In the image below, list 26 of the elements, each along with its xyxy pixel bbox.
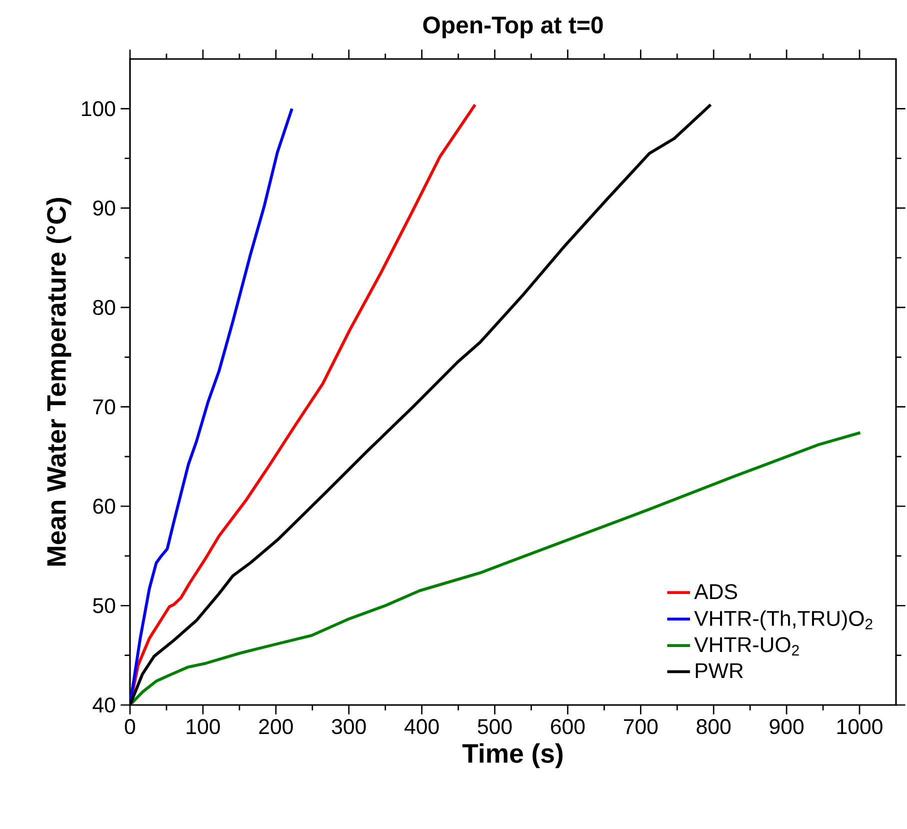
y-tick-label: 60: [93, 498, 116, 514]
x-tick-label: 500: [478, 719, 512, 734]
x-tick-label: 1000: [837, 719, 882, 734]
y-tick-label: 70: [93, 399, 116, 414]
x-tick-label: 900: [770, 719, 804, 734]
x-tick-label: 700: [624, 719, 658, 734]
legend-label: ADS: [694, 584, 738, 600]
x-tick-label: 300: [332, 719, 366, 734]
y-tick-label: 40: [92, 697, 116, 713]
line-series: [130, 431, 862, 705]
legend-label: VHTR-UO$_{2}$: [694, 637, 799, 656]
x-tick-label: 100: [186, 719, 220, 734]
y-tick-label: 50: [93, 598, 116, 614]
y-tick-label: 80: [93, 300, 116, 316]
x-tick-label: 400: [404, 719, 439, 734]
chart-title: Open-Top at t=0: [423, 16, 603, 38]
legend-label: PWR: [696, 663, 743, 678]
x-tick-label: 800: [696, 719, 731, 734]
legend-label: VHTR-(Th,TRU)O$_{2}$: [694, 610, 872, 630]
y-axis-title: Mean Water Temperature (°C): [46, 198, 72, 566]
x-tick-label: 0: [124, 719, 136, 734]
x-axis-title: Time (s): [462, 743, 563, 768]
x-tick-label: 600: [551, 719, 585, 734]
x-tick-label: 200: [259, 719, 293, 734]
y-tick-label: 100: [82, 101, 116, 116]
y-tick-label: 90: [93, 200, 116, 216]
